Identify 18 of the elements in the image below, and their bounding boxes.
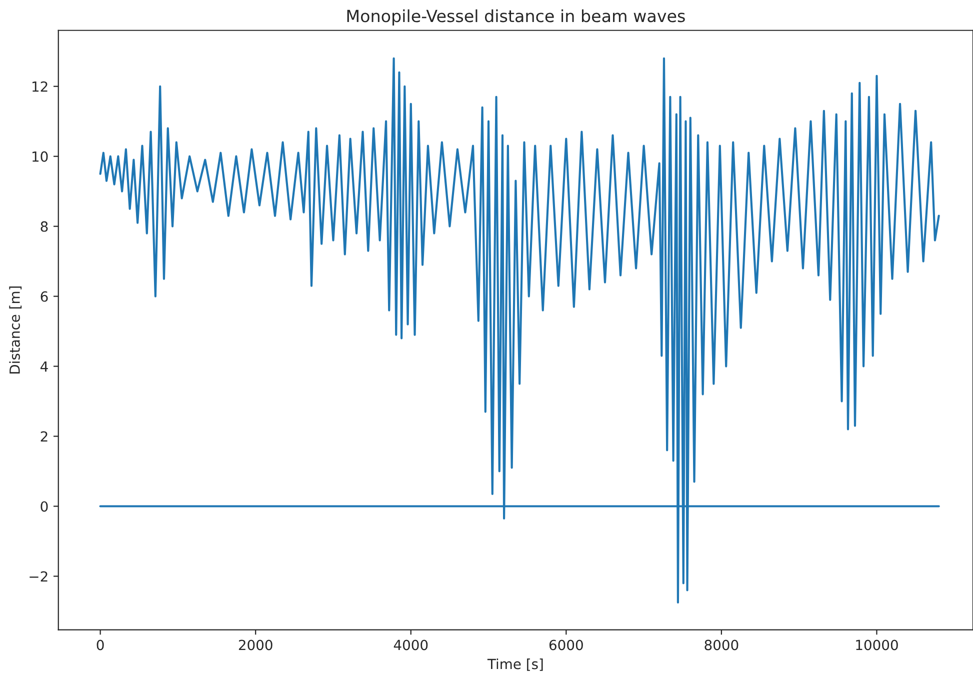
y-tick-label: 10 <box>32 151 48 162</box>
x-tick-label: 8000 <box>704 640 738 650</box>
x-tick-label: 10000 <box>856 640 898 650</box>
chart-title: Monopile-Vessel distance in beam waves <box>347 9 685 26</box>
y-tick-label: 12 <box>32 81 48 92</box>
y-tick-label: 8 <box>40 221 48 232</box>
line-series <box>99 57 940 604</box>
y-tick-label: 0 <box>40 501 48 512</box>
y-axis-title: Distance [m] <box>9 286 22 374</box>
x-tick-label: 6000 <box>549 640 583 650</box>
x-tick-label: 0 <box>96 640 104 650</box>
y-tick-label: 6 <box>40 291 48 302</box>
y-tick-label: 2 <box>40 431 48 442</box>
x-tick-label: 4000 <box>394 640 428 650</box>
y-tick-label: −2 <box>30 571 48 582</box>
y-tick-label: 4 <box>40 361 48 372</box>
x-axis-title: Time [s] <box>487 658 543 671</box>
x-tick-label: 2000 <box>238 640 272 650</box>
